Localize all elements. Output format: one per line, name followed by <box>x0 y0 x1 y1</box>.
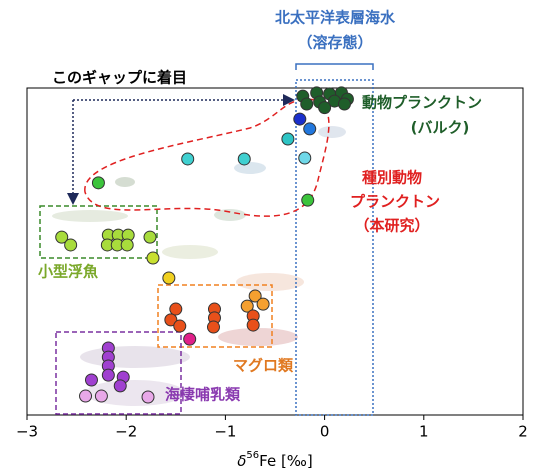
point <box>162 271 176 285</box>
point <box>141 390 155 404</box>
x-tick-label: −3 <box>16 423 38 441</box>
point <box>181 152 195 166</box>
point <box>281 132 295 146</box>
annotation: 動物プランクトン <box>362 94 482 112</box>
annotation: 海棲哺乳類 <box>165 386 241 404</box>
point <box>101 368 115 382</box>
tuna-box <box>157 284 273 348</box>
point <box>94 389 108 403</box>
x-axis-label: δ56Fe [‰] <box>237 450 313 470</box>
plot-frame <box>26 87 524 416</box>
point <box>240 299 254 313</box>
point <box>91 176 105 190</box>
point <box>303 122 317 136</box>
point <box>84 373 98 387</box>
point <box>337 97 351 111</box>
annotation: 種別動物 <box>362 169 422 187</box>
point <box>256 297 270 311</box>
point <box>79 389 93 403</box>
mammal-box <box>55 331 182 415</box>
point <box>246 318 260 332</box>
x-tick-label: 0 <box>320 423 330 441</box>
annotation: （本研究） <box>354 217 429 235</box>
point <box>183 332 197 346</box>
point <box>55 230 69 244</box>
point <box>298 151 312 165</box>
point <box>301 193 315 207</box>
zooplankton-outline <box>84 98 330 217</box>
point <box>206 320 220 334</box>
x-tick-label: −1 <box>214 423 236 441</box>
x-tick-label: −2 <box>115 423 137 441</box>
annotation: このギャップに着目 <box>52 69 187 87</box>
point <box>300 97 314 111</box>
point <box>237 152 251 166</box>
annotation: (バルク) <box>411 119 470 137</box>
point <box>143 230 157 244</box>
bracket <box>295 63 374 70</box>
annotation: プランクトン <box>350 193 440 211</box>
annotation: （溶存態） <box>297 34 372 52</box>
illustrations <box>52 126 346 406</box>
point <box>318 101 332 115</box>
point <box>169 302 183 316</box>
annotation: 小型浮魚 <box>38 263 98 281</box>
point <box>248 289 262 303</box>
point <box>120 238 134 252</box>
x-tick-label: 1 <box>419 423 429 441</box>
annotation: マグロ類 <box>233 357 294 375</box>
point <box>173 319 187 333</box>
annotation: 北太平洋表層海水 <box>275 9 396 27</box>
point <box>293 112 307 126</box>
seawater-box <box>295 79 374 416</box>
x-tick-label: 2 <box>518 423 528 441</box>
point <box>146 251 160 265</box>
point <box>113 379 127 393</box>
point <box>64 238 78 252</box>
point <box>164 313 178 327</box>
